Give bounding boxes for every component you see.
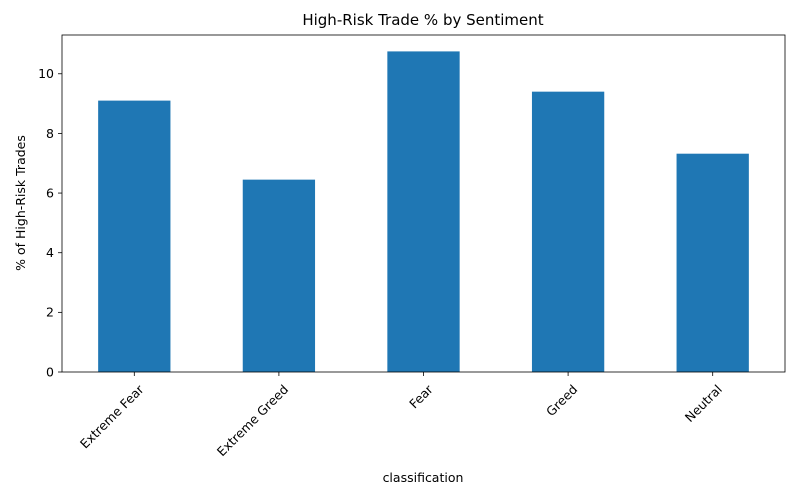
bar-neutral [676,153,749,372]
y-tick-label: 2 [46,305,54,320]
y-tick-label: 10 [38,66,54,81]
bar-fear [387,51,460,373]
x-axis: Extreme Fear Extreme Greed Fear Greed Neutra… [77,372,725,459]
x-axis-label: classification [383,470,464,485]
bars-group [98,51,749,373]
y-axis: 0 2 4 6 8 10 [38,66,62,379]
x-tick-label: Extreme Greed [214,382,291,459]
chart-title: High-Risk Trade % by Sentiment [302,11,543,29]
y-axis-label: % of High-Risk Trades [13,135,28,271]
x-tick-label: Neutral [682,382,725,425]
y-tick-label: 4 [46,245,54,260]
x-tick-label: Fear [406,381,436,411]
y-tick-label: 6 [46,185,54,200]
y-tick-label: 8 [46,126,54,141]
bar-extreme-greed [242,179,316,372]
x-tick-label: Greed [543,382,580,419]
bar-extreme-fear [98,100,171,372]
x-tick-label: Extreme Fear [77,381,147,451]
y-tick-label: 0 [46,364,54,379]
plot-frame [61,34,786,373]
bar-greed [531,91,605,372]
